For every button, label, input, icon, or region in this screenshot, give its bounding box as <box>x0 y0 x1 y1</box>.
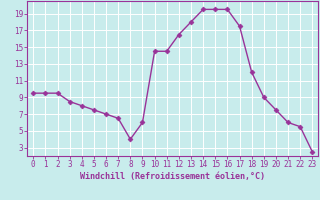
X-axis label: Windchill (Refroidissement éolien,°C): Windchill (Refroidissement éolien,°C) <box>80 172 265 181</box>
